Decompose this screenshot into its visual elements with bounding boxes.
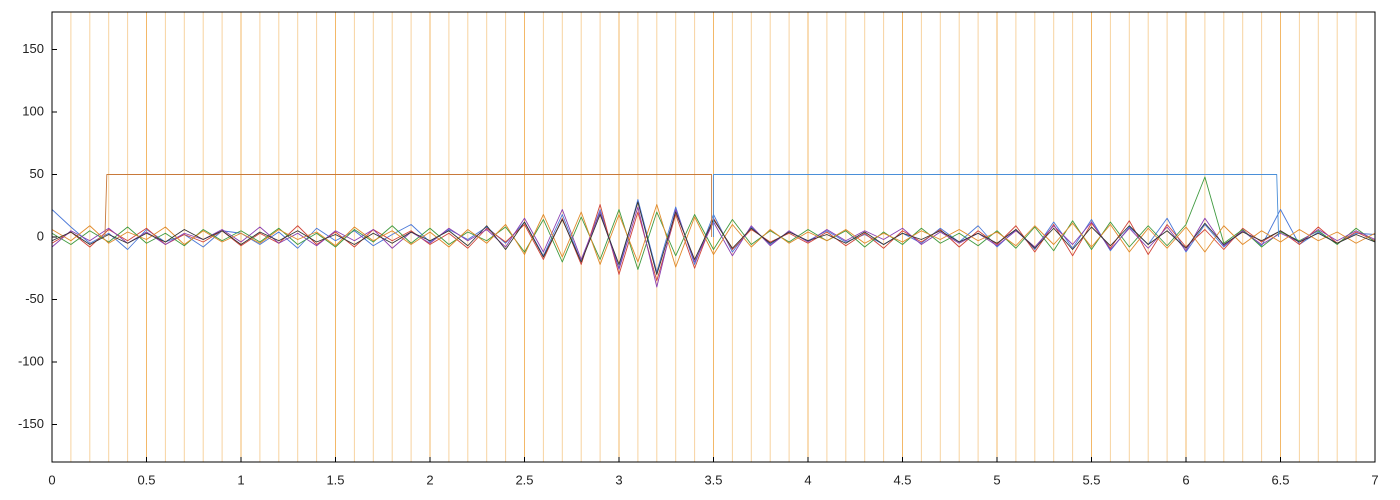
- y-tick-label: -100: [18, 353, 44, 368]
- x-tick-label: 0.5: [137, 472, 155, 487]
- trace: [52, 176, 1375, 270]
- x-tick-label: 2.5: [515, 472, 533, 487]
- trace: [52, 204, 1375, 268]
- x-tick-label: 1.5: [326, 472, 344, 487]
- traces: [52, 174, 1375, 288]
- y-tick-label: 50: [30, 166, 44, 181]
- x-tick-label: 5.5: [1082, 472, 1100, 487]
- x-tick-label: 4.5: [893, 472, 911, 487]
- x-tick-label: 2: [426, 472, 433, 487]
- x-tick-label: 3.5: [704, 472, 722, 487]
- axis-labels: 0 0.5 1 1.5 2 2.5 3 3.5 4 4.5 5 5.5 6 6.5 7 -150 -100 -50…: [18, 41, 1379, 488]
- x-tick-label: 1: [237, 472, 244, 487]
- y-tick-label: -50: [25, 291, 44, 306]
- x-tick-label: 3: [615, 472, 622, 487]
- grid: [51, 12, 1376, 462]
- y-tick-label: 150: [22, 41, 44, 56]
- y-tick-label: 0: [37, 228, 44, 243]
- trace: [713, 174, 1280, 238]
- x-tick-label: 6: [1182, 472, 1189, 487]
- x-tick-label: 7: [1371, 472, 1378, 487]
- x-tick-label: 6.5: [1271, 472, 1289, 487]
- x-tick-label: 4: [804, 472, 811, 487]
- trace: [104, 174, 713, 238]
- y-tick-label: -150: [18, 416, 44, 431]
- y-tick-label: 100: [22, 103, 44, 118]
- x-tick-label: 5: [993, 472, 1000, 487]
- x-tick-label: 0: [48, 472, 55, 487]
